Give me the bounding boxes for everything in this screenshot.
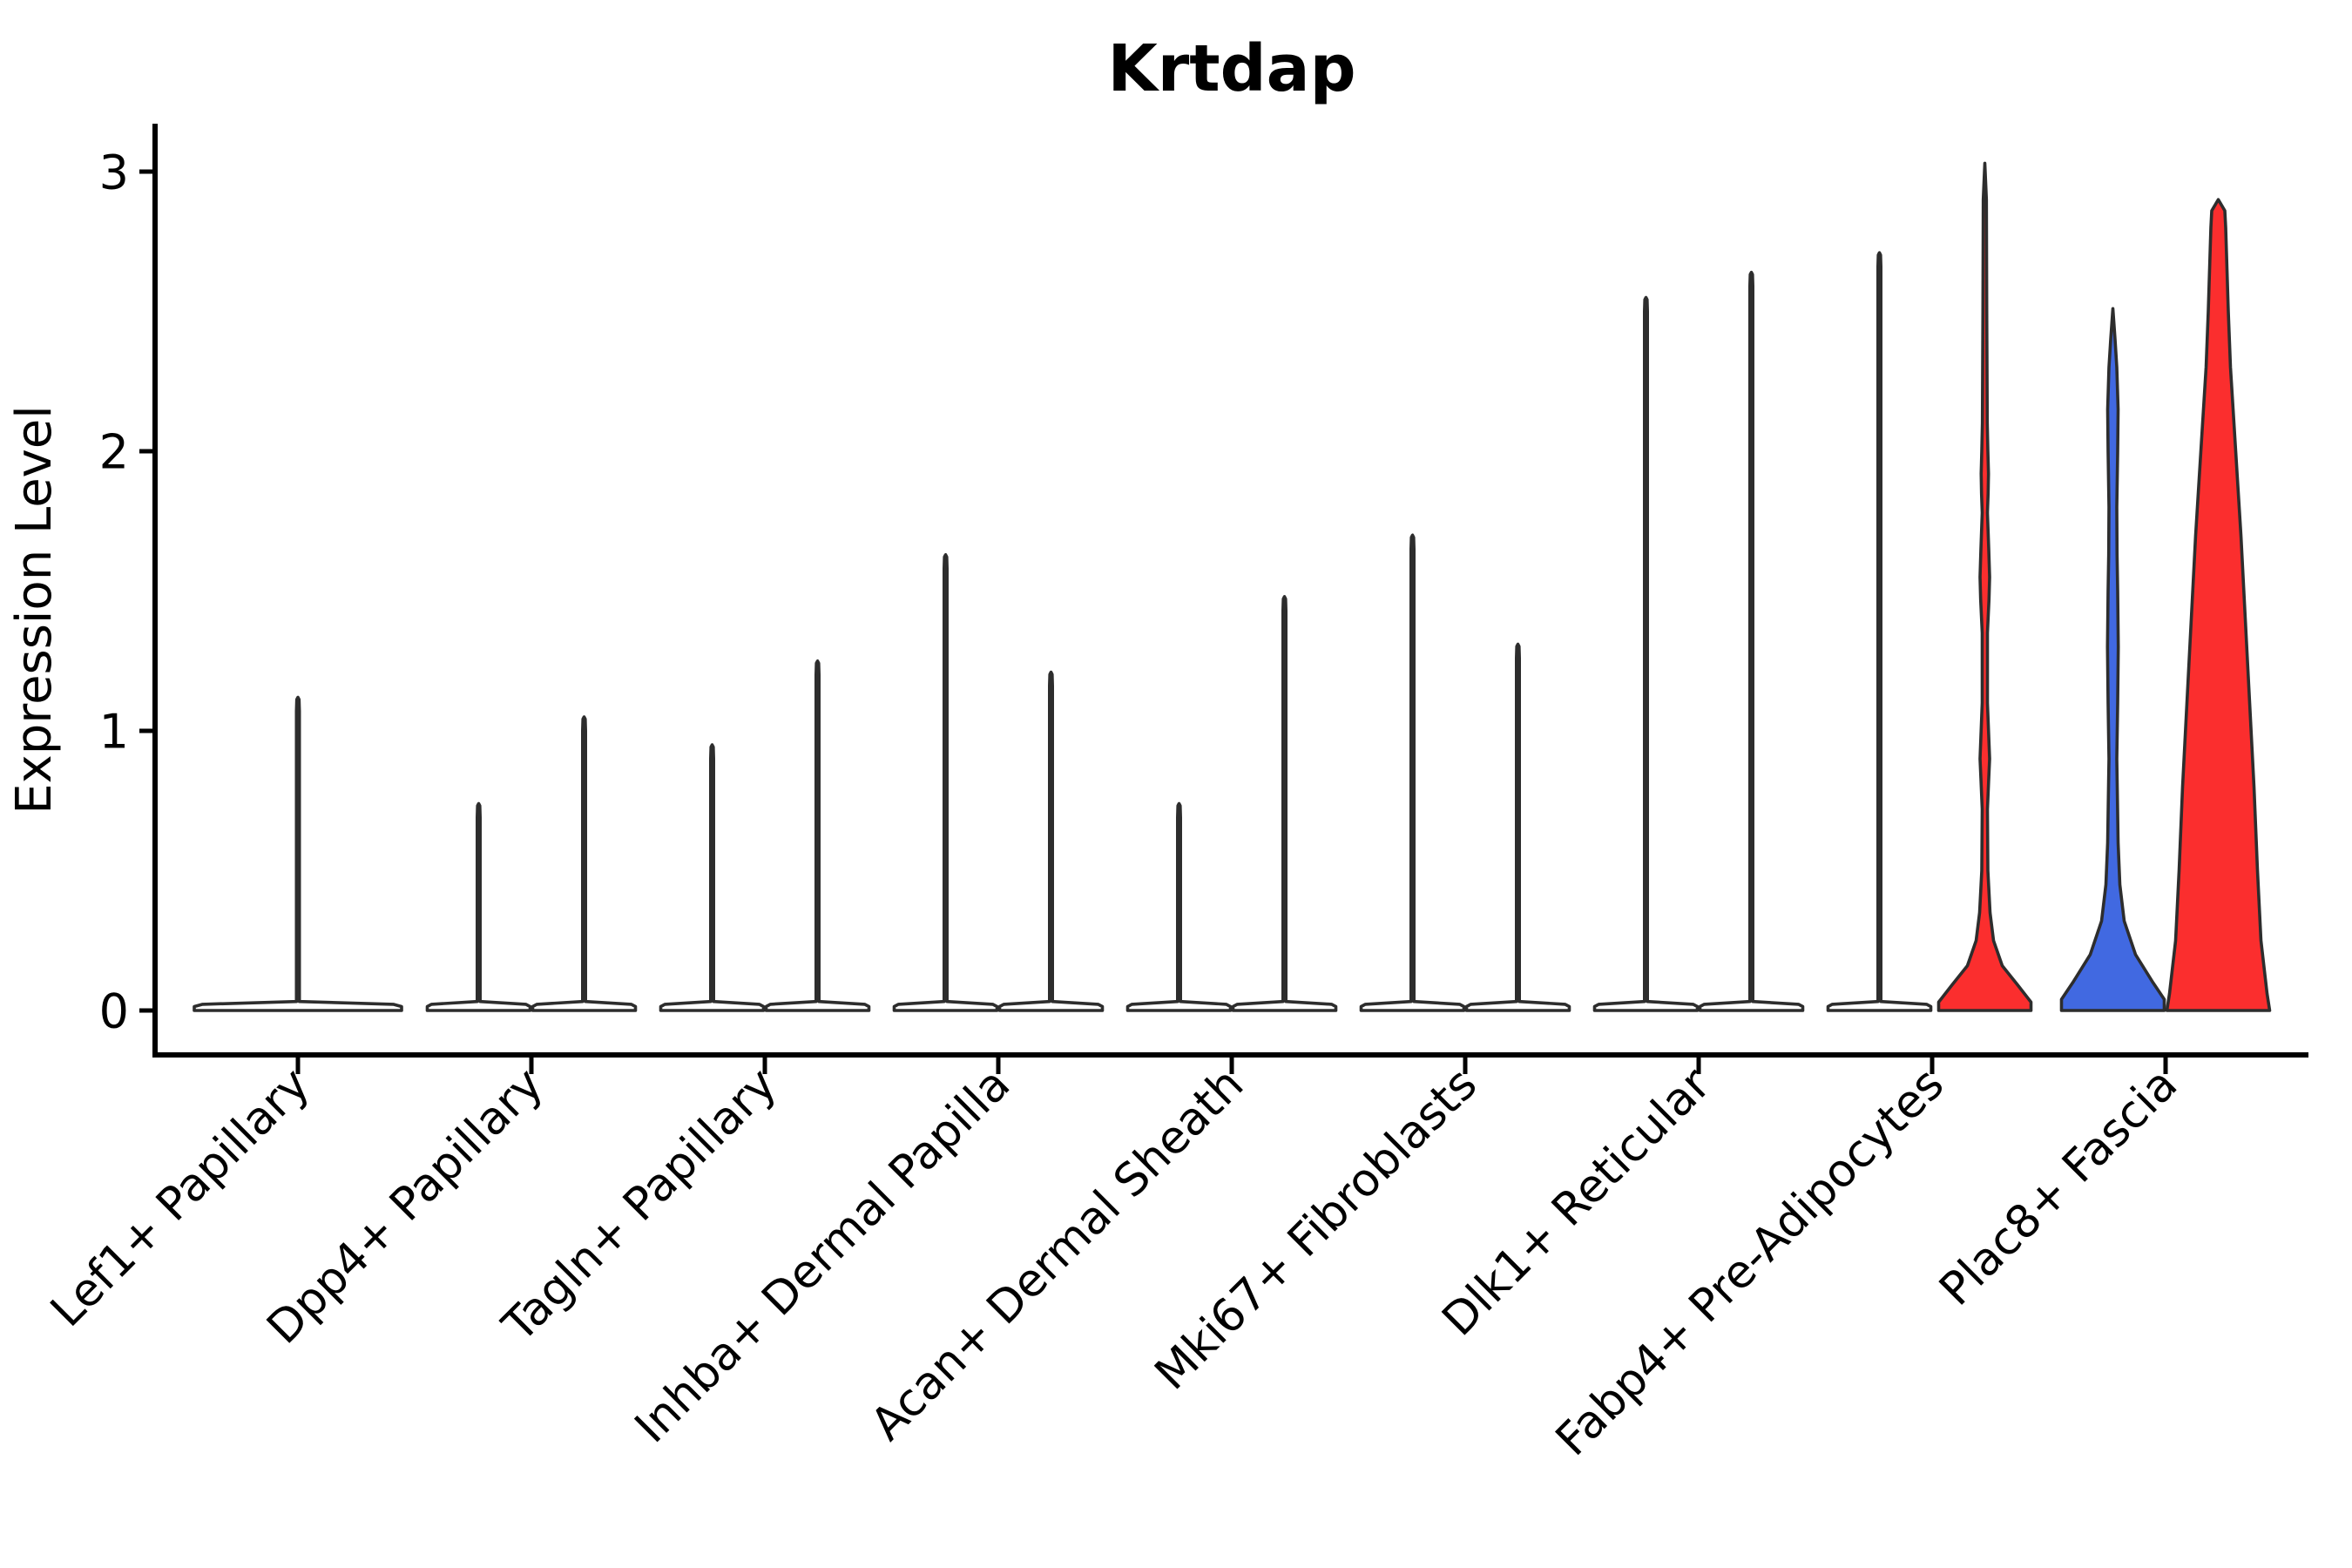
violins-layer <box>193 161 2272 1012</box>
violin-3-left <box>892 553 999 1012</box>
violin-6-left <box>1592 295 1700 1012</box>
violin-8-left <box>2059 307 2166 1012</box>
violin-0-center <box>193 695 403 1012</box>
y-tick-label: 2 <box>99 424 129 479</box>
y-axis-label: Expression Level <box>6 405 63 814</box>
violin-7-left <box>1826 251 1933 1012</box>
violin-2-right <box>764 659 871 1012</box>
violin-7-right <box>1936 161 2033 1012</box>
y-tick-label: 3 <box>99 145 129 199</box>
y-axis-ticks: 0 1 2 3 <box>99 145 155 1038</box>
y-tick-label: 1 <box>99 704 129 759</box>
violin-2-left <box>659 743 766 1012</box>
violin-5-right <box>1464 642 1571 1012</box>
y-tick-label: 0 <box>99 983 129 1038</box>
violin-3-right <box>997 670 1105 1012</box>
violin-8-right <box>2165 198 2272 1012</box>
chart-title: Krtdap <box>1107 31 1355 106</box>
violin-5-left <box>1359 533 1466 1012</box>
violin-4-left <box>1125 801 1233 1012</box>
violin-1-right <box>531 715 638 1012</box>
violin-4-right <box>1231 595 1338 1012</box>
violin-1-left <box>425 801 532 1012</box>
violin-6-right <box>1698 270 1805 1012</box>
